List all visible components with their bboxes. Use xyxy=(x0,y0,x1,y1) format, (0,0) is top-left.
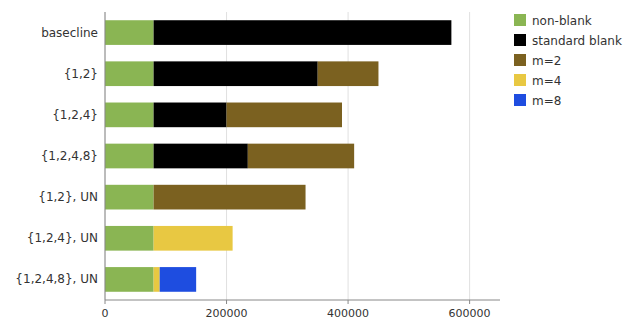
bar-segment xyxy=(105,144,154,169)
grid-line xyxy=(469,12,470,300)
bar-segment xyxy=(105,61,154,86)
bar-segment xyxy=(318,61,379,86)
legend-label: m=8 xyxy=(532,94,561,108)
bar-segment xyxy=(154,103,227,128)
bar-segment xyxy=(154,267,160,292)
legend: non-blank standard blank m=2 m=4 m=8 xyxy=(514,14,622,108)
bar-segment xyxy=(160,267,196,292)
legend-swatch xyxy=(514,34,526,46)
bar-segment xyxy=(154,61,318,86)
bar-segment xyxy=(105,185,154,210)
category-label: {1,2,4} xyxy=(52,108,98,122)
bar-segment xyxy=(154,226,233,251)
category-label: {1,2} xyxy=(64,67,98,81)
legend-label: standard blank xyxy=(532,34,622,48)
legend-swatch xyxy=(514,74,526,86)
legend-swatch xyxy=(514,54,526,66)
bar-segment xyxy=(342,103,343,128)
tick-mark xyxy=(226,300,227,304)
bar-segment xyxy=(248,144,354,169)
tick-mark xyxy=(348,300,349,304)
tick-label: 200000 xyxy=(206,307,248,320)
category-label: basecline xyxy=(41,26,98,40)
y-axis: basecline {1,2} {1,2,4} {1,2,4,8} {1,2}, UN {… xyxy=(15,12,105,300)
x-axis: 0 200000 400000 600000 xyxy=(102,300,501,320)
grid xyxy=(105,12,470,300)
legend-label: non-blank xyxy=(532,14,592,28)
bar-segment xyxy=(154,20,452,45)
bar-segment xyxy=(305,185,306,210)
category-label: {1,2,4,8} xyxy=(41,149,98,163)
chart: 0 200000 400000 600000 basecline {1,2} {1,2,4}… xyxy=(0,0,640,332)
bar-segment xyxy=(451,20,452,45)
tick-mark xyxy=(469,300,470,304)
grid-line xyxy=(105,12,106,300)
bars xyxy=(105,20,451,292)
bar-segment xyxy=(378,61,379,86)
bar-segment xyxy=(354,144,355,169)
tick-label: 600000 xyxy=(449,307,491,320)
bar-segment xyxy=(342,103,343,128)
bar-segment xyxy=(378,61,379,86)
bar-segment xyxy=(105,103,154,128)
bar-segment xyxy=(105,20,154,45)
y-axis-line xyxy=(105,12,106,300)
bar-segment xyxy=(232,226,233,251)
tick-label: 400000 xyxy=(327,307,369,320)
x-axis-line xyxy=(105,300,500,301)
bar-segment xyxy=(305,185,306,210)
category-label: {1,2}, UN xyxy=(38,190,98,204)
bar-segment xyxy=(451,20,452,45)
legend-swatch xyxy=(514,94,526,106)
bar-segment xyxy=(105,267,154,292)
legend-label: m=4 xyxy=(532,74,561,88)
bar-segment xyxy=(451,20,452,45)
bar-segment xyxy=(354,144,355,169)
legend-swatch xyxy=(514,14,526,26)
category-label: {1,2,4}, UN xyxy=(27,231,98,245)
bar-segment xyxy=(154,185,306,210)
bar-segment xyxy=(105,226,154,251)
tick-label: 0 xyxy=(102,307,109,320)
legend-label: m=2 xyxy=(532,54,561,68)
category-label: {1,2,4,8}, UN xyxy=(15,272,98,286)
bar-segment xyxy=(227,103,342,128)
tick-mark xyxy=(105,300,106,304)
bar-segment xyxy=(154,144,248,169)
